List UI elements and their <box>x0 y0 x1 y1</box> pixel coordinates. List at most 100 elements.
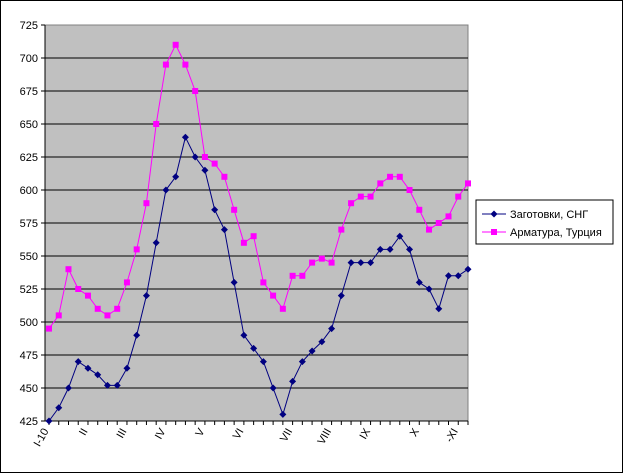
data-point <box>133 331 141 339</box>
data-point <box>162 186 170 194</box>
data-point <box>289 272 296 279</box>
y-tick-label: 600 <box>20 185 38 197</box>
y-tick-label: 675 <box>20 86 38 98</box>
y-tick-label: 700 <box>20 53 38 65</box>
series-1 <box>45 133 472 425</box>
data-point <box>153 121 160 127</box>
y-tick-label: 575 <box>20 218 38 230</box>
data-point <box>406 187 413 193</box>
x-tick-label: X <box>408 426 422 439</box>
x-tick-label: II <box>77 427 90 438</box>
data-point <box>142 292 150 300</box>
legend: Заготовки, СНГ Арматура, Турция <box>475 199 614 245</box>
data-point <box>55 404 63 412</box>
data-point <box>396 232 404 240</box>
data-point <box>250 233 257 240</box>
x-tick-label: VIII <box>316 427 335 447</box>
data-point <box>114 305 121 312</box>
series-line <box>48 135 469 422</box>
gridlines <box>45 57 468 389</box>
data-point <box>465 180 471 187</box>
data-point <box>94 305 101 312</box>
data-point <box>299 272 306 279</box>
series-2 <box>46 41 471 332</box>
data-point <box>46 325 52 332</box>
y-tick-label: 725 <box>20 20 38 32</box>
data-point <box>55 312 62 319</box>
data-point <box>445 213 452 220</box>
data-point <box>231 206 238 213</box>
data-point <box>94 371 102 379</box>
y-tick-label: 425 <box>20 416 38 428</box>
data-point <box>348 200 355 207</box>
x-tick-label: I-10 <box>32 427 52 449</box>
data-point <box>318 255 325 262</box>
data-point <box>123 364 131 372</box>
data-point <box>328 259 335 266</box>
data-point <box>347 259 355 267</box>
data-point <box>415 278 423 286</box>
y-tick-label: 500 <box>20 317 38 329</box>
data-point <box>357 193 364 200</box>
y-tick-label: 450 <box>20 383 38 395</box>
x-tick-label: IV <box>153 426 169 442</box>
data-point <box>396 173 403 180</box>
data-point <box>191 153 199 161</box>
data-point <box>455 193 462 200</box>
data-point <box>75 286 82 292</box>
data-point <box>172 41 179 48</box>
data-point <box>221 173 228 180</box>
legend-box <box>475 199 614 245</box>
data-point <box>308 347 316 355</box>
x-tick-label: V <box>193 426 207 439</box>
legend-label-series-1: Заготовки, СНГ <box>510 209 588 221</box>
data-point <box>387 173 394 180</box>
data-point <box>152 239 160 247</box>
y-tick-label: 475 <box>20 350 38 362</box>
data-point <box>425 285 433 293</box>
x-axis: I-10 II III IV V VI VII VIII IX X -XI <box>32 420 469 449</box>
data-point <box>123 279 130 286</box>
data-point <box>318 338 326 346</box>
data-point <box>464 265 472 273</box>
data-point <box>250 344 258 352</box>
data-point <box>269 384 277 392</box>
data-point <box>240 239 247 246</box>
data-point <box>211 206 219 214</box>
y-axis: 425 450 475 500 525 550 575 600 625 650 675 700 725 <box>20 20 46 428</box>
data-point <box>259 358 267 366</box>
y-tick-label: 650 <box>20 119 38 131</box>
data-point <box>435 305 443 313</box>
data-point <box>279 410 287 418</box>
data-point <box>181 133 189 141</box>
data-point <box>240 331 248 339</box>
data-point <box>279 305 286 312</box>
data-point <box>220 226 228 234</box>
data-point <box>45 417 53 425</box>
data-point <box>367 259 375 267</box>
data-point <box>386 245 394 253</box>
data-point <box>143 200 150 207</box>
data-point <box>454 272 462 280</box>
data-point <box>298 358 306 366</box>
x-tick-label: VI <box>231 427 247 442</box>
data-point <box>445 272 453 280</box>
y-tick-label: 525 <box>20 284 38 296</box>
data-point <box>103 381 111 389</box>
data-point <box>84 292 91 299</box>
y-tick-label: 625 <box>20 152 38 164</box>
x-tick-label: IX <box>358 426 374 442</box>
data-point <box>182 61 189 68</box>
data-point <box>230 278 238 286</box>
data-point <box>426 226 433 233</box>
legend-marker-series-2 <box>491 229 497 235</box>
data-point <box>133 246 140 253</box>
data-point <box>64 384 72 392</box>
data-point <box>328 325 336 333</box>
data-point <box>74 358 82 366</box>
data-point <box>65 266 72 273</box>
data-point <box>416 206 423 213</box>
data-point <box>289 377 297 385</box>
x-tick-label: VII <box>278 427 295 445</box>
